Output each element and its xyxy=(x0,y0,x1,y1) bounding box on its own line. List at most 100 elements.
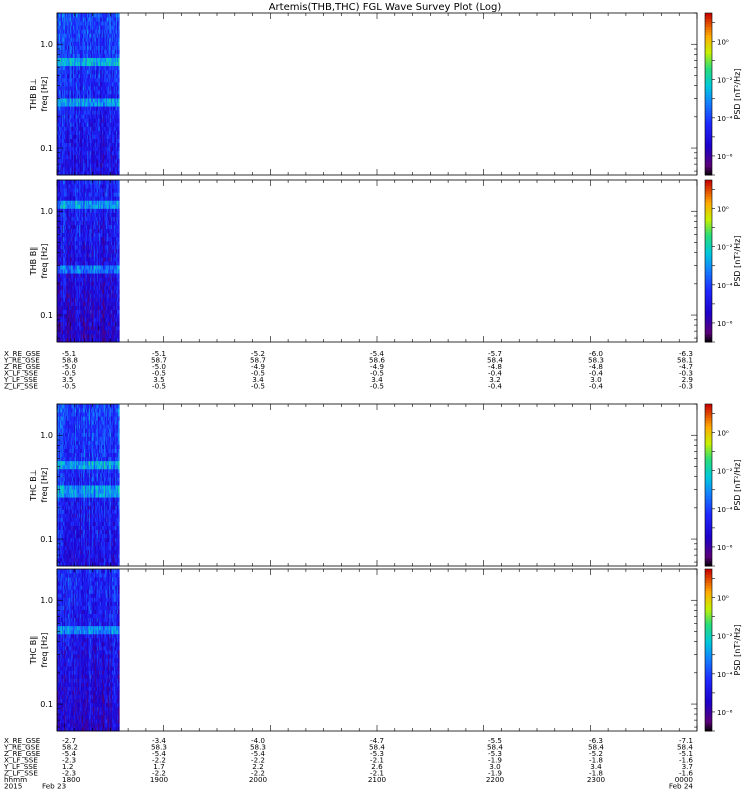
heatmap-cell xyxy=(78,122,81,127)
heatmap-cell xyxy=(86,85,88,91)
heatmap-cell xyxy=(106,166,108,172)
heatmap-cell xyxy=(85,57,87,62)
heatmap-cell xyxy=(87,106,89,111)
heatmap-cell xyxy=(65,166,67,172)
heatmap-cell xyxy=(71,170,73,176)
heatmap-cell xyxy=(104,158,106,164)
heatmap-cell xyxy=(78,142,80,148)
heatmap-cell xyxy=(91,162,93,168)
heatmap-cell xyxy=(106,134,108,139)
heatmap-cell xyxy=(118,301,120,306)
heatmap-cell xyxy=(83,134,85,139)
heatmap-cell xyxy=(87,170,89,176)
heatmap-cell xyxy=(97,98,100,103)
heatmap-cell xyxy=(87,89,89,95)
heatmap-cell xyxy=(84,77,86,83)
heatmap-cell xyxy=(57,69,59,75)
heatmap-cell xyxy=(98,122,100,127)
heatmap-cell xyxy=(100,77,103,83)
heatmap-cell xyxy=(75,110,77,115)
heatmap-cell xyxy=(104,81,106,87)
heatmap-cell xyxy=(93,110,95,115)
heatmap-cell xyxy=(69,142,71,148)
heatmap-cell xyxy=(108,29,111,34)
heatmap-cell xyxy=(92,122,94,127)
heatmap-cell xyxy=(67,118,69,123)
heatmap-cell xyxy=(97,61,99,67)
heatmap-cell xyxy=(78,126,81,131)
heatmap-cell xyxy=(110,49,112,54)
heatmap-cell xyxy=(59,150,62,156)
heatmap-cell xyxy=(98,61,100,67)
heatmap-cell xyxy=(59,102,62,107)
heatmap-cell xyxy=(109,138,111,143)
heatmap-cell xyxy=(87,37,89,42)
heatmap-cell xyxy=(100,81,103,87)
heatmap-cell xyxy=(107,134,109,139)
heatmap-cell xyxy=(86,134,88,139)
heatmap-cell xyxy=(106,158,108,164)
heatmap-cell xyxy=(108,85,111,91)
heatmap-cell xyxy=(93,53,95,58)
heatmap-cell xyxy=(59,85,61,91)
heatmap-cell xyxy=(61,57,63,62)
heatmap-cell xyxy=(67,57,70,62)
heatmap-cell xyxy=(104,65,106,71)
heatmap-cell xyxy=(75,41,77,46)
heatmap-cell xyxy=(100,89,102,95)
heatmap-cell xyxy=(116,102,118,107)
heatmap-cell xyxy=(93,37,95,42)
heatmap-cell xyxy=(65,81,67,87)
heatmap-cell xyxy=(74,150,76,156)
heatmap-cell xyxy=(60,33,62,38)
heatmap-cell xyxy=(76,150,78,156)
heatmap-cell xyxy=(99,29,101,34)
heatmap-cell xyxy=(64,170,66,176)
heatmap-cell xyxy=(59,49,62,54)
heatmap-cell xyxy=(95,118,97,123)
heatmap-cell xyxy=(78,94,81,99)
heatmap-cell xyxy=(95,102,97,107)
heatmap-cell xyxy=(117,146,119,152)
panel-frame xyxy=(56,12,698,176)
heatmap-cell xyxy=(59,33,61,38)
heatmap-cell xyxy=(106,41,108,46)
heatmap-cell xyxy=(117,158,119,164)
heatmap-cell xyxy=(99,170,101,176)
heatmap-cell xyxy=(107,150,109,156)
heatmap-cell xyxy=(118,309,120,315)
heatmap-cell xyxy=(103,81,105,87)
heatmap-cell xyxy=(98,37,100,42)
heatmap-cell xyxy=(114,102,116,107)
heatmap-cell xyxy=(78,118,81,123)
heatmap-cell xyxy=(76,170,78,176)
heatmap-cell xyxy=(105,53,107,58)
heatmap-cell xyxy=(63,89,65,95)
heatmap-cell xyxy=(76,122,78,127)
heatmap-cell xyxy=(77,134,79,139)
heatmap-cell xyxy=(75,138,77,143)
heatmap-cell xyxy=(89,138,91,143)
heatmap-cell xyxy=(108,49,110,54)
heatmap-cell xyxy=(73,53,75,58)
heatmap-cell xyxy=(103,81,105,87)
heatmap-cell xyxy=(85,77,87,83)
y-tick-label: 1.0 xyxy=(40,40,53,49)
heatmap-cell xyxy=(81,61,84,67)
heatmap-cell xyxy=(57,122,59,127)
heatmap-cell xyxy=(57,142,59,148)
heatmap-cell xyxy=(92,146,94,152)
heatmap-cell xyxy=(73,166,75,172)
heatmap-cell xyxy=(118,49,120,54)
heatmap-cell xyxy=(75,65,77,71)
heatmap-cell xyxy=(99,45,101,50)
heatmap-cell xyxy=(108,150,110,156)
heatmap-cell xyxy=(73,158,75,164)
heatmap-cell xyxy=(66,49,68,54)
heatmap-cell xyxy=(64,142,66,148)
heatmap-cell xyxy=(94,150,96,156)
heatmap-cell xyxy=(65,162,67,168)
heatmap-cell xyxy=(82,85,84,91)
heatmap-cell xyxy=(72,170,74,176)
heatmap-cell xyxy=(74,170,76,176)
